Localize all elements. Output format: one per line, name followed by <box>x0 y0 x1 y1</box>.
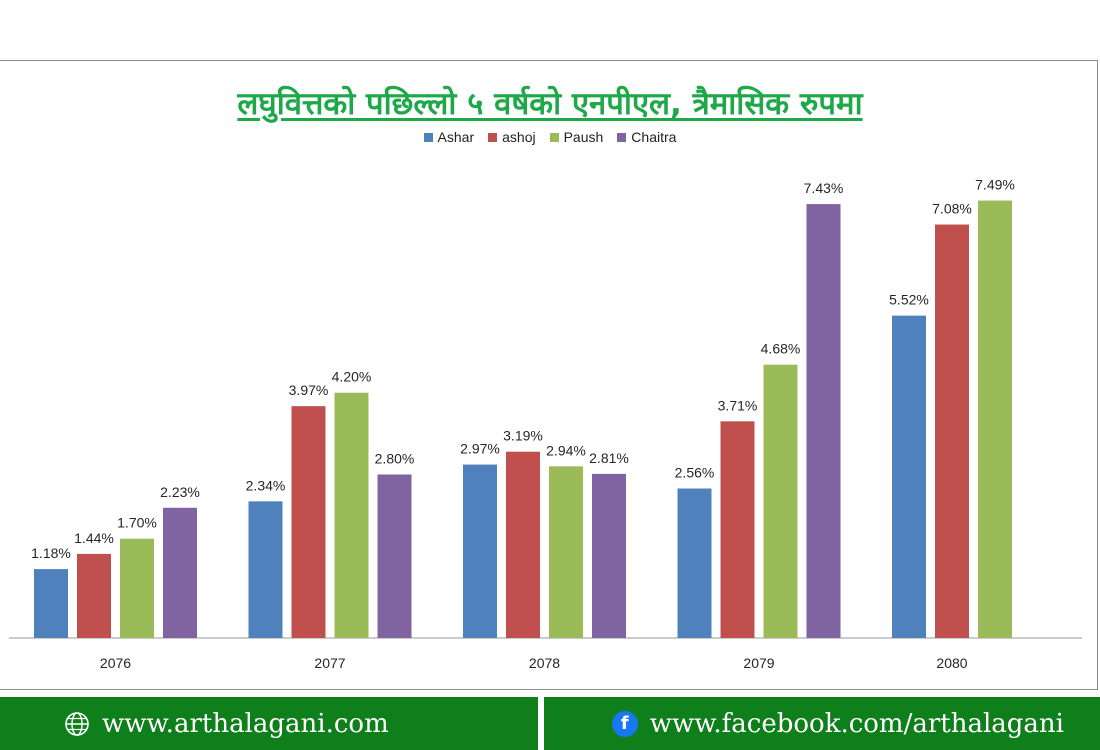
facebook-icon: f <box>611 710 638 737</box>
data-label-ashoj-2079: 3.71% <box>718 397 758 413</box>
data-label-ashar-2078: 2.97% <box>460 441 500 457</box>
bar-chaitra-2077 <box>377 474 412 638</box>
legend-swatch-paush <box>549 132 559 142</box>
x-tick-label-2080: 2080 <box>936 655 967 671</box>
data-label-paush-2079: 4.68% <box>761 341 801 357</box>
legend-label-chaitra: Chaitra <box>631 129 677 145</box>
bar-chaitra-2078 <box>592 473 626 638</box>
bar-chaitra-2079 <box>806 204 841 638</box>
website-link[interactable]: www.arthalagani.com <box>102 708 389 739</box>
bar-ashoj-2076 <box>77 553 111 638</box>
legend-item-ashoj: ashoj <box>488 129 536 145</box>
footer-facebook[interactable]: f www.facebook.com/arthalagani <box>544 697 1100 750</box>
x-tick-label-2078: 2078 <box>529 655 560 671</box>
bar-ashar-2079 <box>677 488 712 638</box>
bar-paush-2076 <box>120 538 154 638</box>
bar-chaitra-2076 <box>163 507 197 638</box>
data-label-ashoj-2080: 7.08% <box>932 201 972 217</box>
footer-divider <box>538 697 544 750</box>
data-label-ashoj-2076: 1.44% <box>74 530 114 546</box>
legend-item-ashar: Ashar <box>423 129 475 145</box>
legend-item-paush: Paush <box>549 129 604 145</box>
footer-bar: www.arthalagani.com f www.facebook.com/a… <box>0 697 1100 750</box>
data-label-ashar-2076: 1.18% <box>31 545 71 561</box>
facebook-link[interactable]: www.facebook.com/arthalagani <box>649 708 1064 739</box>
bar-paush-2080 <box>978 200 1012 639</box>
bar-paush-2077 <box>334 392 369 638</box>
data-label-ashar-2077: 2.34% <box>246 477 286 493</box>
bar-paush-2078 <box>549 466 583 638</box>
legend-swatch-ashoj <box>488 132 498 142</box>
legend-swatch-ashar <box>423 132 433 142</box>
bar-ashoj-2079 <box>720 421 755 638</box>
globe-icon <box>65 711 89 736</box>
data-label-paush-2078: 2.94% <box>546 442 586 458</box>
data-label-chaitra-2078: 2.81% <box>589 450 629 466</box>
data-label-ashar-2080: 5.52% <box>889 292 929 308</box>
bar-ashar-2076 <box>34 569 68 638</box>
x-tick-label-2079: 2079 <box>743 655 774 671</box>
data-label-chaitra-2077: 2.80% <box>375 450 415 466</box>
x-tick-label-2076: 2076 <box>100 655 131 671</box>
bar-ashoj-2078 <box>506 451 540 638</box>
bar-ashoj-2080 <box>935 224 969 638</box>
data-label-ashoj-2078: 3.19% <box>503 428 543 444</box>
legend-label-ashoj: ashoj <box>502 129 536 145</box>
footer-website[interactable]: www.arthalagani.com <box>0 697 538 750</box>
legend-item-chaitra: Chaitra <box>617 129 676 145</box>
data-label-paush-2077: 4.20% <box>332 369 372 385</box>
bar-ashar-2080 <box>892 315 926 638</box>
x-tick-label-2077: 2077 <box>314 655 345 671</box>
data-label-chaitra-2076: 2.23% <box>160 484 200 500</box>
chart-title: लघुवित्तको पछिल्लो ५ वर्षको एनपीएल, त्रै… <box>237 86 863 122</box>
data-label-paush-2080: 7.49% <box>975 177 1015 193</box>
data-label-ashar-2079: 2.56% <box>675 464 715 480</box>
legend-label-ashar: Ashar <box>437 129 475 145</box>
data-label-chaitra-2079: 7.43% <box>804 180 844 196</box>
bar-ashoj-2077 <box>291 406 326 638</box>
bar-paush-2079 <box>763 364 798 638</box>
bar-ashar-2078 <box>463 464 497 638</box>
legend-label-paush: Paush <box>563 129 604 145</box>
data-label-ashoj-2077: 3.97% <box>289 382 329 398</box>
bar-ashar-2077 <box>248 501 283 638</box>
chart-legend: Ashar ashoj Paush Chaitra <box>0 129 1100 145</box>
data-label-paush-2076: 1.70% <box>117 515 157 531</box>
bar-chart-plot: 1.18%1.44%1.70%2.23% 2076 2.34% 3.97%4.20% 2… <box>9 177 1082 671</box>
legend-swatch-chaitra <box>617 132 627 142</box>
